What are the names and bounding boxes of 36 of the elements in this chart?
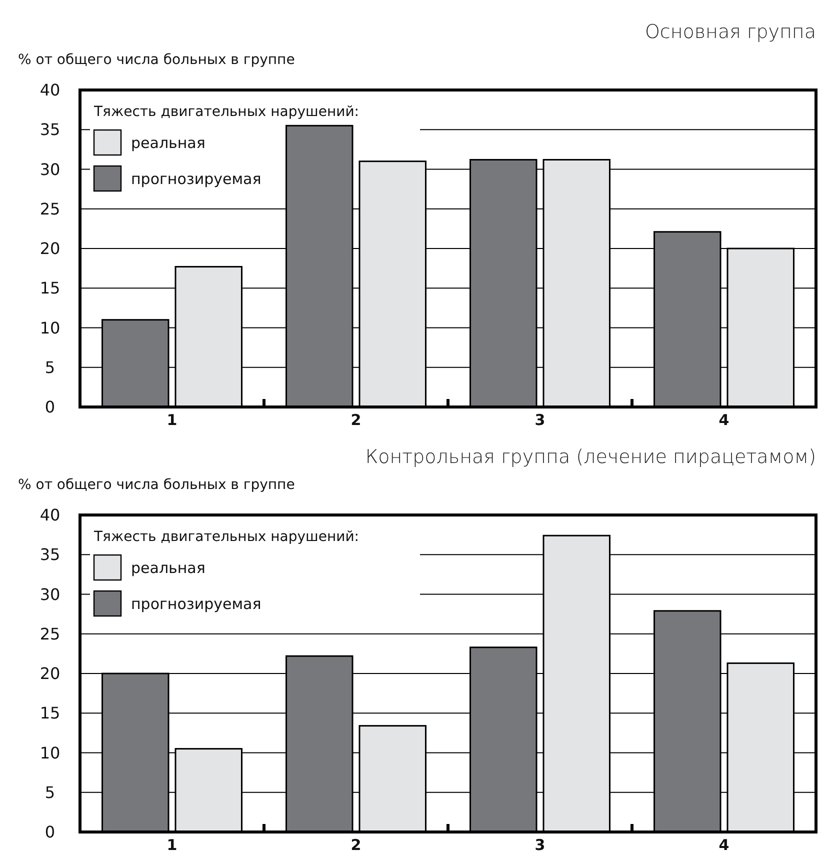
y-tick-label: 10 [40,318,60,338]
y-tick-label: 5 [44,358,56,377]
y-tick-label: 10 [40,743,60,762]
chart-title: Контрольная группа (лечение пирацетамом) [365,446,816,468]
x-tick-label: 4 [718,836,730,854]
x-tick-label: 1 [166,411,178,429]
x-tick-label: 1 [166,836,178,854]
y-tick-label: 40 [40,506,60,525]
y-tick-label: 15 [40,704,60,723]
y-tick-label: 35 [40,120,60,140]
x-tick-label: 4 [718,411,730,429]
legend-title: Тяжесть двигательных нарушений: [93,104,360,120]
y-tick-label: 30 [40,584,60,604]
y-tick-label: 0 [44,822,56,842]
x-tick-label: 3 [534,411,546,429]
y-tick-label: 20 [40,664,60,684]
y-tick-label: 25 [40,624,60,644]
y-axis-title: % от общего числа больных в группе [18,477,295,493]
y-tick-label: 0 [44,398,56,417]
y-tick-label: 35 [40,545,60,564]
y-tick-label: 20 [40,239,60,258]
y-axis-title: % от общего числа больных в группе [18,52,295,68]
legend-label: прогнозируемая [131,595,262,613]
y-tick-label: 30 [40,160,60,179]
y-tick-label: 15 [40,278,60,298]
legend-label: реальная [131,559,206,577]
legend-title: Тяжесть двигательных нарушений: [93,529,360,545]
legend-label: реальная [131,134,206,152]
x-tick-label: 2 [350,411,362,429]
chart-title: Основная группа [644,21,816,43]
legend-label: прогнозируемая [131,170,262,188]
x-tick-label: 3 [534,836,546,854]
y-tick-label: 5 [44,782,56,802]
x-tick-label: 2 [350,836,362,854]
y-tick-label: 25 [40,199,60,218]
y-tick-label: 40 [40,80,60,100]
